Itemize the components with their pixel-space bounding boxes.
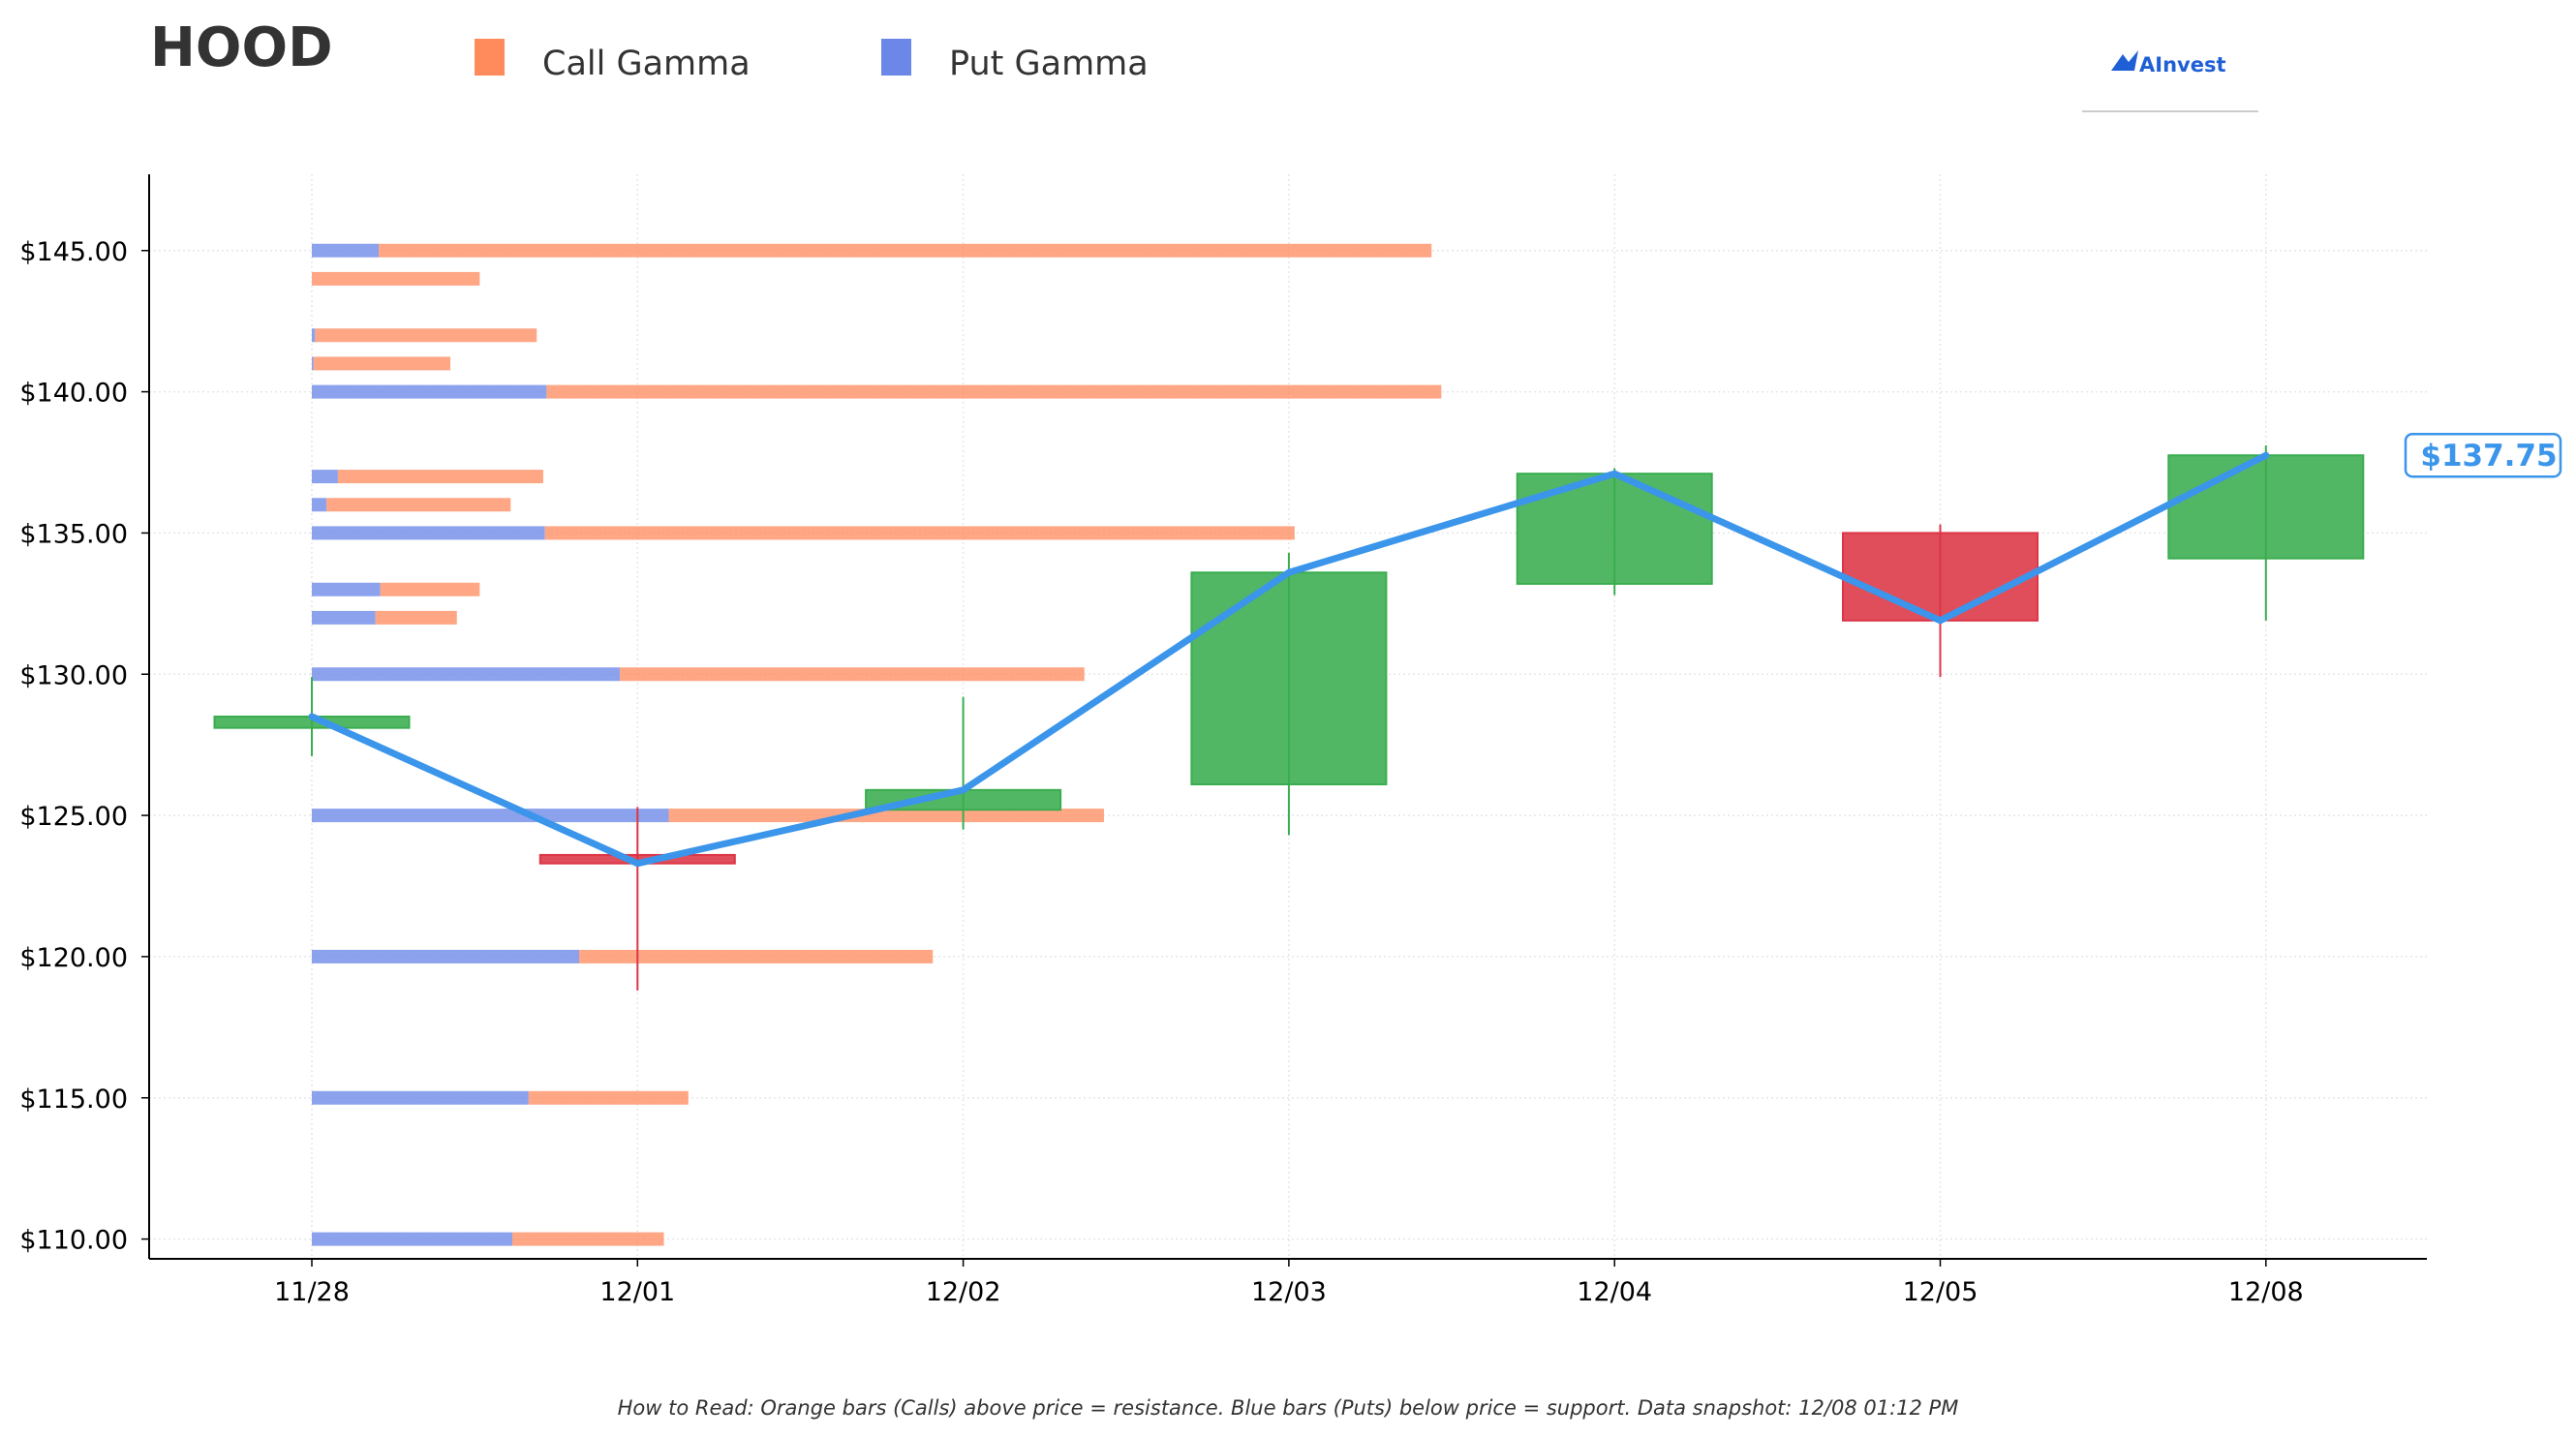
put-gamma-bar: [312, 328, 316, 343]
call-gamma-bar: [313, 356, 451, 371]
put-gamma-bar: [312, 610, 376, 625]
x-tick-label: 11/28: [274, 1277, 350, 1307]
x-tick-label: 12/01: [599, 1277, 675, 1307]
y-tick-label: $130.00: [19, 660, 128, 690]
call-gamma-bar: [380, 582, 480, 596]
put-gamma-bar: [312, 526, 545, 540]
y-tick-label: $110.00: [19, 1226, 128, 1256]
close-line: [308, 451, 2270, 868]
call-gamma-bar: [528, 1090, 689, 1105]
candles: [213, 445, 2365, 991]
put-gamma-bar: [312, 809, 669, 823]
gamma-bars: [312, 243, 1442, 1246]
last-price-box: [2404, 432, 2562, 478]
y-tick-label: $120.00: [19, 943, 128, 973]
y-tick-label: $115.00: [19, 1085, 128, 1115]
y-tick-label: $140.00: [19, 379, 128, 409]
last-price-tag: $137.75: [2404, 432, 2562, 478]
put-gamma-bar: [312, 243, 380, 258]
x-tick-label: 12/05: [1903, 1277, 1978, 1307]
call-gamma-bar: [544, 526, 1295, 540]
put-gamma-bar: [312, 1090, 529, 1105]
y-tick-label: $145.00: [19, 237, 128, 267]
axes: $145.00 $140.00 $135.00 $130.00 $125.00 $120.…: [19, 174, 2427, 1307]
candle-body: [1842, 532, 2039, 622]
call-gamma-bar: [668, 809, 1104, 823]
call-gamma-bar: [579, 949, 934, 963]
last-price-label: $137.75: [2420, 439, 2557, 474]
brand-logo-icon: [2111, 50, 2138, 71]
ticker-title: HOOD: [150, 16, 333, 79]
put-gamma-bar: [312, 384, 547, 399]
call-gamma-bar: [379, 243, 1432, 258]
y-tick-label: $125.00: [19, 802, 128, 832]
brand-logo-text: AInvest: [2139, 53, 2226, 76]
call-gamma-bar: [620, 667, 1085, 682]
put-gamma-bar: [312, 582, 381, 596]
legend: Call Gamma Put Gamma: [475, 39, 1149, 83]
put-gamma-bar: [312, 356, 314, 371]
put-gamma-bar: [312, 667, 621, 682]
call-gamma-bar: [375, 610, 457, 625]
x-tick-label: 12/08: [2228, 1277, 2304, 1307]
call-gamma-bar: [512, 1232, 664, 1246]
legend-put-label: Put Gamma: [949, 45, 1149, 83]
x-tick-label: 12/04: [1577, 1277, 1652, 1307]
call-gamma-bar: [546, 384, 1442, 399]
x-tick-label: 12/02: [926, 1277, 1001, 1307]
put-gamma-bar: [312, 1232, 513, 1246]
legend-call-swatch: [475, 39, 505, 76]
footnote: How to Read: Orange bars (Calls) above p…: [618, 1396, 1959, 1420]
y-tick-label: $135.00: [19, 519, 128, 549]
close-price-line: [308, 451, 2270, 868]
put-gamma-bar: [312, 949, 580, 963]
candle-body: [2167, 454, 2365, 560]
legend-call-label: Call Gamma: [542, 45, 751, 83]
call-gamma-bar: [312, 271, 480, 286]
candle-body: [1190, 571, 1388, 785]
put-gamma-bar: [312, 498, 327, 512]
x-tick-label: 12/03: [1251, 1277, 1327, 1307]
call-gamma-bar: [326, 498, 511, 512]
brand-logo: AInvest: [2082, 50, 2258, 112]
candle-body: [1516, 473, 1713, 585]
call-gamma-bar: [337, 470, 543, 484]
legend-put-swatch: [881, 39, 911, 76]
put-gamma-bar: [312, 470, 338, 484]
call-gamma-bar: [315, 328, 537, 343]
